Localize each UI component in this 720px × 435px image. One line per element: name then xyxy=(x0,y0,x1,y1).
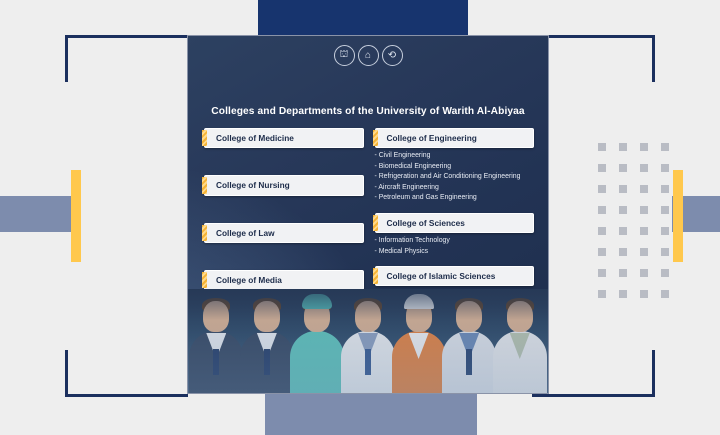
corner-bracket-bottom-right xyxy=(532,350,655,397)
grid-dot xyxy=(640,248,648,256)
college-box[interactable]: College of Medicine xyxy=(202,128,364,149)
department-item: - Information Technology xyxy=(374,237,450,245)
grid-dot xyxy=(640,164,648,172)
department-list: - Information Technology - Medical Physic… xyxy=(375,236,535,257)
shrine-emblem-icon: ⌂ xyxy=(357,45,379,66)
college-name: College of Medicine xyxy=(216,133,294,143)
top-accent-rectangle xyxy=(258,0,468,36)
department-item: - Aircraft Engineering xyxy=(374,183,439,191)
department-item: - Refrigeration and Air Conditioning Eng… xyxy=(374,173,521,181)
grid-dot xyxy=(598,164,606,172)
grid-dot xyxy=(619,269,627,277)
grid-dot xyxy=(598,206,606,214)
bottom-accent-rectangle xyxy=(265,392,477,435)
logo-row: ⛫ ⌂ ⟲ xyxy=(188,45,548,66)
grid-dot xyxy=(661,269,669,277)
grid-dot xyxy=(661,206,669,214)
college-name: College of Sciences xyxy=(386,217,465,228)
grid-dot xyxy=(640,269,648,277)
department-list xyxy=(204,246,364,261)
grid-dot xyxy=(598,269,606,277)
grid-dot xyxy=(598,290,606,298)
gold-accent-icon xyxy=(372,130,378,147)
department-item: - Petroleum and Gas Engineering xyxy=(374,194,477,202)
grid-dot xyxy=(598,248,606,256)
university-seal-icon: ⛫ xyxy=(333,45,355,66)
corner-bracket-top-right xyxy=(532,35,655,82)
grid-dot xyxy=(598,227,606,235)
grid-dot xyxy=(619,164,627,172)
grid-dot xyxy=(661,185,669,193)
grid-dot xyxy=(619,185,627,193)
grid-dot xyxy=(661,290,669,298)
grid-dot xyxy=(661,164,669,172)
left-yellow-bar xyxy=(71,170,81,262)
professionals-photo-band xyxy=(188,289,548,393)
grid-dot xyxy=(640,206,648,214)
college-box[interactable]: College of Islamic Sciences xyxy=(372,266,534,287)
grid-dot xyxy=(640,185,648,193)
grid-dot xyxy=(661,143,669,151)
college-name: College of Islamic Sciences xyxy=(386,271,496,282)
grid-dot xyxy=(661,227,669,235)
grid-dot xyxy=(598,143,606,151)
gold-accent-icon xyxy=(202,272,207,289)
right-yellow-bar xyxy=(673,170,683,262)
grid-dot xyxy=(640,143,648,151)
grid-dot xyxy=(619,206,627,214)
grid-dot xyxy=(619,290,627,298)
grid-dot xyxy=(661,248,669,256)
gold-accent-icon xyxy=(202,224,207,242)
gold-accent-icon xyxy=(372,214,378,232)
grid-dot xyxy=(619,248,627,256)
presentation-slide: ⛫ ⌂ ⟲ Colleges and Departments of the Univ… xyxy=(188,36,548,393)
department-list xyxy=(204,199,364,214)
department-list xyxy=(204,151,364,166)
college-box[interactable]: College of Law xyxy=(202,222,364,244)
swirl-emblem-icon: ⟲ xyxy=(381,45,403,66)
grid-dot xyxy=(640,227,648,235)
college-name: College of Law xyxy=(216,227,275,238)
department-item: - Medical Physics xyxy=(374,247,429,255)
grid-dot xyxy=(640,290,648,298)
photo-overlay xyxy=(188,289,548,393)
gold-accent-icon xyxy=(202,130,207,147)
college-box[interactable]: College of Engineering xyxy=(372,128,534,149)
department-item: - Civil Engineering xyxy=(374,152,431,160)
college-name: College of Engineering xyxy=(386,133,477,143)
grid-dot xyxy=(598,185,606,193)
college-box[interactable]: College of Sciences xyxy=(372,212,534,234)
grid-dot xyxy=(619,227,627,235)
left-slate-band xyxy=(0,196,72,232)
college-box[interactable]: College of Nursing xyxy=(202,175,364,196)
gold-accent-icon xyxy=(372,268,378,285)
dot-grid-decoration xyxy=(598,143,682,311)
corner-bracket-top-left xyxy=(65,35,188,82)
gold-accent-icon xyxy=(202,177,207,194)
grid-dot xyxy=(619,143,627,151)
department-item: - Biomedical Engineering xyxy=(374,162,452,170)
college-box[interactable]: College of Media xyxy=(202,270,364,291)
department-list: - Civil Engineering - Biomedical Engineer… xyxy=(375,151,535,203)
slide-title: Colleges and Departments of the Universi… xyxy=(211,106,525,117)
college-name: College of Nursing xyxy=(216,180,290,191)
college-name: College of Media xyxy=(216,275,282,286)
corner-bracket-bottom-left xyxy=(65,350,188,397)
